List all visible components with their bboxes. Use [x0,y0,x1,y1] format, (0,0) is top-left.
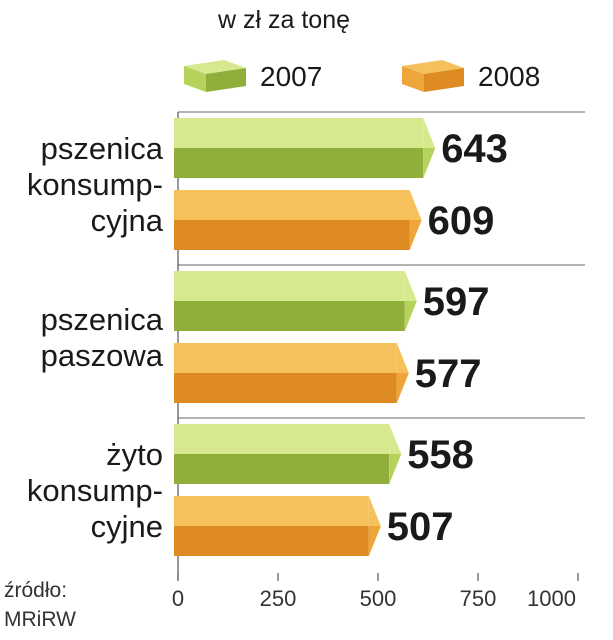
legend-swatch-top [402,60,464,74]
bar-cap-shade [396,373,409,403]
value-label: 643 [441,127,508,171]
bar-2007-0 [174,118,436,178]
bar-bottom [174,526,369,556]
bar-cap-shade [389,454,402,484]
value-label: 577 [415,352,482,396]
x-tick-label: 750 [460,586,497,611]
legend-swatch-front [424,68,464,92]
legend-swatch-left [402,66,424,92]
value-labels: 643 609 597 577 558 507 [387,127,508,549]
category-label: pszenica [41,131,164,166]
bar-top [174,424,390,454]
category-label: żyto [106,437,163,472]
legend-swatch-top [184,60,246,74]
bar-2007-2 [174,424,402,484]
category-label: paszowa [41,338,164,373]
legend-label: 2008 [478,61,540,92]
legend: 2007 2008 [184,60,540,92]
value-label: 507 [387,505,454,549]
bar-bottom [174,148,424,178]
category-label: cyjna [91,203,164,238]
category-label: pszenica [41,302,164,337]
bar-cap-shade [423,148,436,178]
legend-swatch-front [206,68,246,92]
source-name: MRiRW [4,608,76,631]
bar-2008-0 [174,190,422,250]
legend-label: 2007 [260,61,322,92]
category-label: cyjne [91,509,163,544]
legend-item-2007: 2007 [184,60,322,92]
group-separators [178,111,585,419]
bar-top [174,118,424,148]
bar-bottom [174,454,390,484]
chart-subtitle: w zł za tonę [217,6,350,34]
legend-item-2008: 2008 [402,60,540,92]
bar-cap-shade [409,220,422,250]
bar-2007-1 [174,271,417,331]
value-label: 558 [407,433,474,477]
x-tick-label: 1000 [527,586,576,611]
bar-2008-1 [174,343,409,403]
bar-bottom [174,301,405,331]
bar-cap-shade [404,301,417,331]
source-label: źródło: [4,579,67,602]
legend-swatch-left [184,66,206,92]
bar-top [174,190,410,220]
value-label: 597 [423,280,490,324]
bar-cap-shade [368,526,381,556]
x-tick-label: 500 [360,586,397,611]
category-label: konsump- [27,473,163,508]
bar-2008-2 [174,496,381,556]
bar-bottom [174,373,397,403]
bar-top [174,496,369,526]
bar-bottom [174,220,410,250]
bar-top [174,271,405,301]
x-tick-label: 0 [172,586,184,611]
bar-top [174,343,397,373]
x-tick-label: 250 [260,586,297,611]
value-label: 609 [428,199,495,243]
bars [174,118,436,556]
category-labels: pszenicakonsump-cyjnapszenicapaszoważyto… [27,131,164,544]
x-axis: 0 250 500 750 1000 [172,112,579,611]
category-label: konsump- [27,167,163,202]
